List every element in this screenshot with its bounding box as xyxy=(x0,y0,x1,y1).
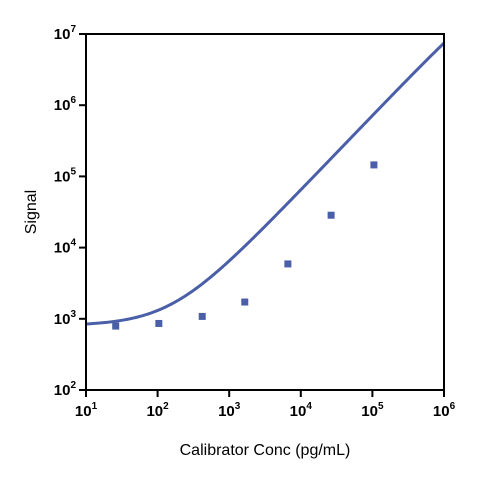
x-tick-label: 106 xyxy=(433,401,456,420)
x-axis: 101 102 103 104 105 106 xyxy=(75,390,456,420)
x-tick-exponent: 2 xyxy=(163,401,169,412)
data-point xyxy=(370,161,378,169)
x-tick-label: 101 xyxy=(75,401,98,420)
x-tick-exponent: 6 xyxy=(450,401,456,412)
data-point xyxy=(284,260,292,268)
y-tick-base: 10 xyxy=(54,240,71,257)
x-tick-base: 10 xyxy=(361,403,378,420)
y-tick-label: 104 xyxy=(54,238,77,257)
y-tick-exponent: 5 xyxy=(70,166,76,177)
x-tick-label: 104 xyxy=(290,401,313,420)
x-tick-label: 103 xyxy=(218,401,241,420)
x-tick-label: 105 xyxy=(361,401,384,420)
x-tick-base: 10 xyxy=(433,403,450,420)
y-tick-base: 10 xyxy=(54,26,71,43)
fit-curve-layer xyxy=(85,41,446,326)
y-tick-exponent: 2 xyxy=(70,380,76,391)
x-tick-base: 10 xyxy=(75,403,92,420)
y-tick-exponent: 3 xyxy=(70,309,76,320)
plot-frame xyxy=(85,33,445,391)
y-tick-exponent: 6 xyxy=(70,95,76,106)
data-point xyxy=(327,211,335,219)
y-tick-label: 105 xyxy=(54,166,77,185)
y-tick-label: 107 xyxy=(54,24,77,43)
y-tick-base: 10 xyxy=(54,168,71,185)
y-tick-base: 10 xyxy=(54,97,71,114)
data-point xyxy=(198,312,206,320)
x-tick-exponent: 4 xyxy=(306,401,312,412)
x-axis-title: Calibrator Conc (pg/mL) xyxy=(180,442,351,459)
data-point xyxy=(155,319,163,327)
x-tick-base: 10 xyxy=(146,403,163,420)
y-tick-exponent: 7 xyxy=(70,24,76,35)
x-tick-label: 102 xyxy=(146,401,169,420)
y-tick-label: 106 xyxy=(54,95,77,114)
y-tick-base: 10 xyxy=(54,382,71,399)
y-tick-exponent: 4 xyxy=(70,238,76,249)
x-tick-exponent: 5 xyxy=(378,401,384,412)
data-points-layer xyxy=(112,161,378,330)
y-axis-title: Signal xyxy=(23,190,40,234)
y-tick-label: 103 xyxy=(54,309,77,328)
x-tick-exponent: 1 xyxy=(92,401,98,412)
x-tick-base: 10 xyxy=(290,403,307,420)
x-tick-base: 10 xyxy=(218,403,235,420)
fit-curve xyxy=(85,41,446,326)
y-tick-base: 10 xyxy=(54,311,71,328)
y-tick-label: 102 xyxy=(54,380,77,399)
data-point xyxy=(112,322,120,330)
x-tick-exponent: 3 xyxy=(235,401,241,412)
data-point xyxy=(241,298,249,306)
